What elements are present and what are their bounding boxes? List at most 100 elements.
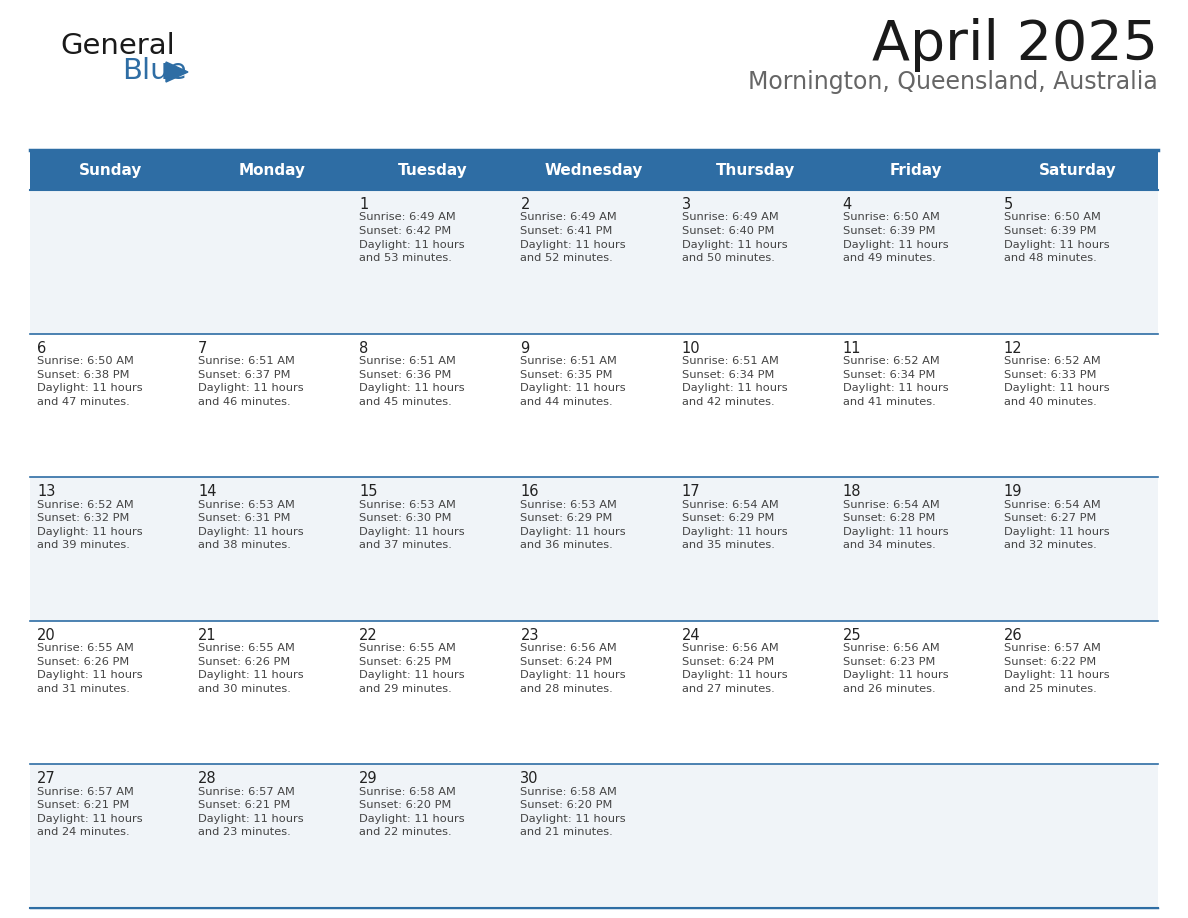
Text: and 52 minutes.: and 52 minutes. bbox=[520, 253, 613, 263]
Text: 4: 4 bbox=[842, 197, 852, 212]
Text: Sunrise: 6:51 AM: Sunrise: 6:51 AM bbox=[682, 356, 778, 366]
Text: Sunday: Sunday bbox=[78, 163, 143, 178]
Bar bbox=[191, 621, 353, 765]
Text: Sunset: 6:42 PM: Sunset: 6:42 PM bbox=[359, 226, 451, 236]
Text: and 40 minutes.: and 40 minutes. bbox=[1004, 397, 1097, 407]
Text: Sunset: 6:21 PM: Sunset: 6:21 PM bbox=[198, 800, 291, 811]
Text: Sunset: 6:34 PM: Sunset: 6:34 PM bbox=[842, 370, 935, 380]
Text: 15: 15 bbox=[359, 484, 378, 499]
Text: 16: 16 bbox=[520, 484, 539, 499]
Bar bbox=[353, 333, 513, 477]
Text: Sunrise: 6:52 AM: Sunrise: 6:52 AM bbox=[842, 356, 940, 366]
Text: Sunset: 6:28 PM: Sunset: 6:28 PM bbox=[842, 513, 935, 523]
Text: 2: 2 bbox=[520, 197, 530, 212]
Text: Daylight: 11 hours: Daylight: 11 hours bbox=[359, 527, 465, 537]
Bar bbox=[353, 765, 513, 908]
Text: and 35 minutes.: and 35 minutes. bbox=[682, 540, 775, 550]
Text: Sunrise: 6:57 AM: Sunrise: 6:57 AM bbox=[1004, 644, 1101, 654]
Bar bbox=[835, 621, 997, 765]
Polygon shape bbox=[166, 62, 188, 82]
Text: Blue: Blue bbox=[122, 57, 187, 85]
Text: Sunrise: 6:54 AM: Sunrise: 6:54 AM bbox=[682, 499, 778, 509]
Text: and 32 minutes.: and 32 minutes. bbox=[1004, 540, 1097, 550]
Text: Sunrise: 6:53 AM: Sunrise: 6:53 AM bbox=[520, 499, 618, 509]
Text: and 21 minutes.: and 21 minutes. bbox=[520, 827, 613, 837]
Bar bbox=[675, 333, 835, 477]
Text: Daylight: 11 hours: Daylight: 11 hours bbox=[842, 383, 948, 393]
Bar bbox=[675, 621, 835, 765]
Text: 29: 29 bbox=[359, 771, 378, 787]
Bar bbox=[191, 477, 353, 621]
Text: and 30 minutes.: and 30 minutes. bbox=[198, 684, 291, 694]
Text: Mornington, Queensland, Australia: Mornington, Queensland, Australia bbox=[748, 70, 1158, 94]
Text: Daylight: 11 hours: Daylight: 11 hours bbox=[842, 240, 948, 250]
Text: Sunset: 6:24 PM: Sunset: 6:24 PM bbox=[682, 656, 773, 666]
Text: Sunrise: 6:54 AM: Sunrise: 6:54 AM bbox=[842, 499, 940, 509]
Text: Sunset: 6:31 PM: Sunset: 6:31 PM bbox=[198, 513, 291, 523]
Text: and 23 minutes.: and 23 minutes. bbox=[198, 827, 291, 837]
Text: Sunrise: 6:53 AM: Sunrise: 6:53 AM bbox=[359, 499, 456, 509]
Text: Daylight: 11 hours: Daylight: 11 hours bbox=[359, 383, 465, 393]
Text: Sunset: 6:37 PM: Sunset: 6:37 PM bbox=[198, 370, 291, 380]
Text: Sunrise: 6:58 AM: Sunrise: 6:58 AM bbox=[359, 787, 456, 797]
Bar bbox=[513, 765, 675, 908]
Bar bbox=[30, 333, 191, 477]
Text: Daylight: 11 hours: Daylight: 11 hours bbox=[359, 814, 465, 823]
Text: 19: 19 bbox=[1004, 484, 1023, 499]
Bar bbox=[997, 765, 1158, 908]
Text: Sunrise: 6:52 AM: Sunrise: 6:52 AM bbox=[37, 499, 134, 509]
Text: Daylight: 11 hours: Daylight: 11 hours bbox=[520, 527, 626, 537]
Text: Daylight: 11 hours: Daylight: 11 hours bbox=[520, 670, 626, 680]
Text: Sunrise: 6:55 AM: Sunrise: 6:55 AM bbox=[359, 644, 456, 654]
Text: and 26 minutes.: and 26 minutes. bbox=[842, 684, 935, 694]
Text: and 48 minutes.: and 48 minutes. bbox=[1004, 253, 1097, 263]
Text: and 25 minutes.: and 25 minutes. bbox=[1004, 684, 1097, 694]
Text: Sunset: 6:40 PM: Sunset: 6:40 PM bbox=[682, 226, 773, 236]
Text: Sunset: 6:33 PM: Sunset: 6:33 PM bbox=[1004, 370, 1097, 380]
Text: and 46 minutes.: and 46 minutes. bbox=[198, 397, 291, 407]
Bar bbox=[675, 190, 835, 333]
Text: and 53 minutes.: and 53 minutes. bbox=[359, 253, 453, 263]
Bar bbox=[353, 477, 513, 621]
Text: and 45 minutes.: and 45 minutes. bbox=[359, 397, 453, 407]
Bar bbox=[675, 765, 835, 908]
Text: Sunset: 6:38 PM: Sunset: 6:38 PM bbox=[37, 370, 129, 380]
Text: Daylight: 11 hours: Daylight: 11 hours bbox=[1004, 670, 1110, 680]
Text: 27: 27 bbox=[37, 771, 56, 787]
Text: and 31 minutes.: and 31 minutes. bbox=[37, 684, 129, 694]
Bar bbox=[191, 765, 353, 908]
Text: Sunrise: 6:53 AM: Sunrise: 6:53 AM bbox=[198, 499, 295, 509]
Text: 8: 8 bbox=[359, 341, 368, 355]
Text: 24: 24 bbox=[682, 628, 700, 643]
Bar bbox=[835, 765, 997, 908]
Text: 3: 3 bbox=[682, 197, 690, 212]
Bar bbox=[675, 477, 835, 621]
Text: Sunset: 6:23 PM: Sunset: 6:23 PM bbox=[842, 656, 935, 666]
Text: 6: 6 bbox=[37, 341, 46, 355]
Text: Sunrise: 6:51 AM: Sunrise: 6:51 AM bbox=[198, 356, 295, 366]
Bar bbox=[835, 190, 997, 333]
Text: Daylight: 11 hours: Daylight: 11 hours bbox=[359, 240, 465, 250]
Bar bbox=[191, 333, 353, 477]
Text: Sunrise: 6:51 AM: Sunrise: 6:51 AM bbox=[520, 356, 618, 366]
Text: Sunset: 6:20 PM: Sunset: 6:20 PM bbox=[359, 800, 451, 811]
Text: Sunset: 6:30 PM: Sunset: 6:30 PM bbox=[359, 513, 451, 523]
Text: Daylight: 11 hours: Daylight: 11 hours bbox=[37, 814, 143, 823]
Bar bbox=[997, 333, 1158, 477]
Bar bbox=[30, 621, 191, 765]
Text: 21: 21 bbox=[198, 628, 216, 643]
Text: 1: 1 bbox=[359, 197, 368, 212]
Text: April 2025: April 2025 bbox=[872, 18, 1158, 72]
Text: Sunset: 6:22 PM: Sunset: 6:22 PM bbox=[1004, 656, 1097, 666]
Text: and 41 minutes.: and 41 minutes. bbox=[842, 397, 935, 407]
Text: Sunset: 6:21 PM: Sunset: 6:21 PM bbox=[37, 800, 129, 811]
Text: Sunset: 6:25 PM: Sunset: 6:25 PM bbox=[359, 656, 451, 666]
Text: Daylight: 11 hours: Daylight: 11 hours bbox=[198, 814, 304, 823]
Text: 11: 11 bbox=[842, 341, 861, 355]
Text: Sunrise: 6:49 AM: Sunrise: 6:49 AM bbox=[520, 212, 618, 222]
Text: Sunrise: 6:51 AM: Sunrise: 6:51 AM bbox=[359, 356, 456, 366]
Text: and 22 minutes.: and 22 minutes. bbox=[359, 827, 451, 837]
Bar bbox=[513, 621, 675, 765]
Text: Sunrise: 6:58 AM: Sunrise: 6:58 AM bbox=[520, 787, 618, 797]
Text: Sunrise: 6:57 AM: Sunrise: 6:57 AM bbox=[198, 787, 295, 797]
